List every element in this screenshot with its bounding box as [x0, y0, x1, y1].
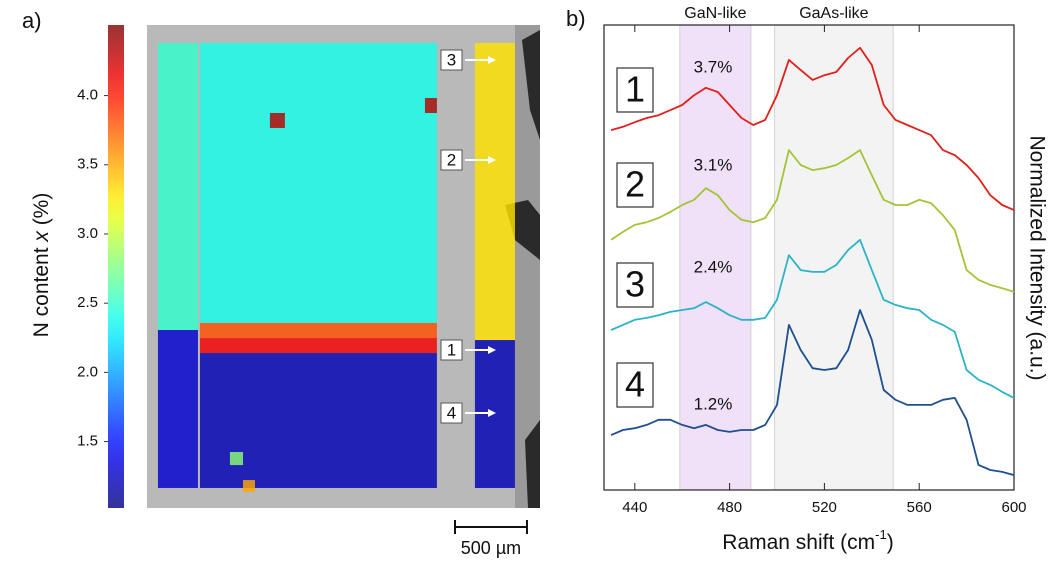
x-tick-label: 440	[622, 499, 647, 516]
colorbar-label: N content x (%)	[30, 193, 53, 338]
marker-arrowhead	[488, 346, 496, 354]
map-region	[157, 43, 198, 331]
series-label: 3	[625, 264, 645, 305]
map-region	[269, 112, 285, 128]
series-box	[616, 362, 654, 408]
marker-box	[440, 339, 463, 361]
x-tick-label: 520	[812, 499, 837, 516]
label-part: N content	[30, 242, 53, 338]
colorbar-tick-label: 3.0	[77, 225, 98, 242]
marker-label: 3	[447, 50, 456, 69]
map-region	[243, 480, 255, 493]
band-label: GaAs-like	[799, 5, 868, 22]
x-tick-label: 600	[1001, 499, 1026, 516]
marker-label: 2	[447, 150, 456, 169]
map-region	[199, 322, 437, 339]
map-region	[199, 338, 437, 354]
series-label: 1	[625, 69, 645, 110]
colorbar-tick-label: 3.5	[77, 156, 98, 173]
x-tick-label: 560	[907, 499, 932, 516]
annotation: 1.2%	[694, 394, 733, 413]
map-region	[229, 451, 244, 466]
label-part: -1	[875, 527, 887, 542]
series-label: 2	[625, 164, 645, 205]
marker-label: 1	[447, 340, 456, 359]
x-tick-label: 480	[717, 499, 742, 516]
spectrum	[610, 309, 1015, 476]
marker-label: 4	[447, 403, 456, 422]
colorbar-tick-label: 2.5	[77, 294, 98, 311]
marker-box	[440, 49, 463, 71]
series-box	[616, 162, 654, 208]
shaded-band	[679, 24, 752, 491]
series-box	[616, 262, 654, 308]
y-axis-label: Normalized Intensity (a.u.)	[1025, 135, 1048, 380]
colorbar	[108, 25, 124, 508]
map-region	[199, 43, 437, 323]
debris	[505, 30, 540, 508]
spectrum	[610, 238, 1015, 399]
colorbar-tick-label: 1.5	[77, 433, 98, 450]
band-label: GaN-like	[684, 5, 746, 22]
map-region	[199, 353, 437, 488]
label-part: )	[887, 531, 894, 554]
marker-box	[440, 149, 463, 171]
shaded-band	[774, 24, 894, 491]
plot-frame	[603, 24, 1015, 491]
colorbar-tick-label: 2.0	[77, 363, 98, 380]
map-region	[474, 43, 515, 341]
marker-arrowhead	[488, 56, 496, 64]
colorbar-tick-label: 4.0	[77, 87, 98, 104]
x-axis-label: Raman shift (cm-1)	[722, 527, 893, 553]
annotation: 3.7%	[694, 57, 733, 76]
marker-arrowhead	[488, 156, 496, 164]
spectrum	[610, 149, 1015, 293]
map-region	[474, 340, 515, 488]
label-part: (%)	[30, 193, 53, 232]
series-label: 4	[625, 364, 645, 405]
annotation: 2.4%	[694, 257, 733, 276]
series-box	[616, 67, 654, 113]
panel-label: a)	[22, 8, 42, 33]
label-part: Raman shift (cm	[722, 531, 875, 554]
marker-box	[440, 402, 463, 424]
annotation: 3.1%	[694, 155, 733, 174]
label-part: x	[30, 230, 53, 243]
panel-label: b)	[566, 6, 586, 31]
marker-arrowhead	[488, 409, 496, 417]
map-region	[424, 98, 437, 113]
spectrum	[610, 46, 1015, 211]
map-region	[157, 330, 198, 488]
scale-bar-label: 500 µm	[461, 538, 521, 558]
